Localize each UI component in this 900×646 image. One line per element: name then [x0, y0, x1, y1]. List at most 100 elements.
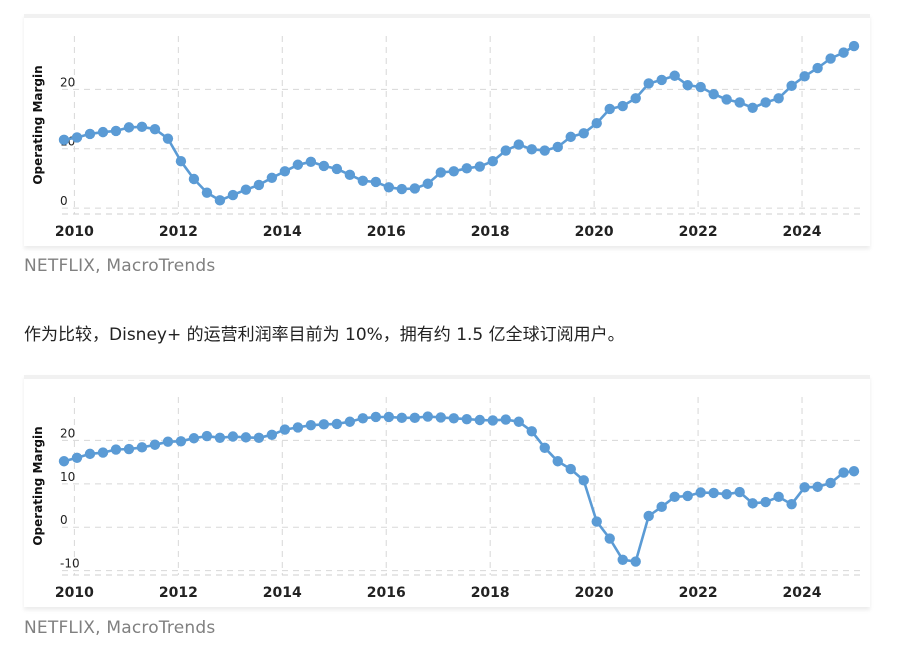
data-point[interactable] [799, 71, 810, 82]
data-point[interactable] [344, 169, 356, 181]
data-point[interactable] [734, 97, 745, 108]
data-point[interactable] [773, 491, 784, 503]
data-point[interactable] [162, 436, 174, 447]
data-point[interactable] [500, 414, 511, 425]
data-point[interactable] [721, 489, 732, 500]
data-point[interactable] [305, 420, 317, 431]
data-point[interactable] [747, 102, 758, 113]
data-point[interactable] [539, 145, 550, 156]
data-point[interactable] [812, 481, 823, 493]
data-point[interactable] [643, 510, 654, 522]
data-point[interactable] [786, 499, 797, 510]
data-point[interactable] [812, 62, 823, 74]
data-point[interactable] [175, 436, 187, 447]
data-point[interactable] [201, 430, 213, 442]
data-point[interactable] [97, 126, 109, 138]
data-point[interactable] [71, 132, 83, 143]
data-point[interactable] [656, 74, 667, 86]
data-point[interactable] [643, 78, 654, 89]
data-point[interactable] [565, 463, 576, 475]
data-point[interactable] [630, 93, 641, 104]
data-point[interactable] [240, 184, 252, 195]
data-point[interactable] [266, 172, 278, 184]
data-point[interactable] [825, 477, 836, 489]
data-point[interactable] [461, 163, 472, 174]
data-point[interactable] [448, 413, 460, 424]
data-point[interactable] [526, 426, 537, 437]
data-point[interactable] [552, 456, 563, 467]
data-point[interactable] [409, 412, 421, 424]
data-point[interactable] [409, 183, 421, 194]
data-point[interactable] [656, 501, 667, 513]
data-point[interactable] [500, 145, 511, 156]
data-point[interactable] [617, 554, 628, 566]
data-point[interactable] [552, 141, 563, 153]
data-point[interactable] [682, 80, 693, 91]
data-point[interactable] [513, 139, 524, 150]
data-point[interactable] [578, 128, 589, 139]
data-point[interactable] [214, 432, 226, 444]
data-point[interactable] [331, 418, 343, 430]
data-point[interactable] [58, 456, 70, 467]
data-point[interactable] [773, 93, 784, 104]
data-point[interactable] [396, 412, 408, 424]
data-point[interactable] [422, 411, 434, 422]
data-point[interactable] [747, 498, 758, 509]
data-point[interactable] [279, 424, 291, 435]
data-point[interactable] [396, 183, 408, 195]
data-point[interactable] [565, 131, 576, 143]
data-point[interactable] [253, 179, 265, 191]
data-point[interactable] [292, 422, 304, 433]
data-point[interactable] [630, 556, 641, 567]
data-point[interactable] [58, 134, 70, 146]
data-point[interactable] [84, 448, 96, 460]
data-point[interactable] [201, 187, 213, 198]
data-point[interactable] [292, 159, 304, 170]
data-point[interactable] [383, 182, 395, 193]
data-point[interactable] [318, 160, 330, 172]
data-point[interactable] [721, 94, 732, 105]
data-point[interactable] [370, 176, 382, 188]
data-point[interactable] [227, 189, 239, 201]
data-point[interactable] [578, 475, 589, 486]
data-point[interactable] [266, 429, 278, 440]
data-point[interactable] [448, 166, 460, 177]
data-point[interactable] [669, 491, 680, 503]
data-point[interactable] [487, 415, 498, 426]
data-point[interactable] [357, 175, 369, 186]
data-point[interactable] [227, 431, 239, 442]
data-point[interactable] [240, 432, 252, 443]
data-point[interactable] [188, 173, 200, 185]
data-point[interactable] [695, 81, 706, 93]
data-point[interactable] [110, 444, 122, 455]
data-point[interactable] [461, 413, 472, 425]
data-point[interactable] [604, 533, 615, 544]
data-point[interactable] [214, 195, 226, 206]
data-point[interactable] [526, 144, 537, 155]
data-point[interactable] [848, 466, 860, 477]
data-point[interactable] [760, 97, 771, 108]
data-point[interactable] [422, 178, 434, 189]
data-point[interactable] [318, 419, 330, 430]
data-point[interactable] [123, 122, 135, 133]
data-point[interactable] [474, 161, 485, 172]
data-point[interactable] [188, 433, 200, 444]
data-point[interactable] [435, 412, 447, 423]
data-point[interactable] [305, 156, 317, 167]
data-point[interactable] [474, 414, 485, 426]
data-point[interactable] [136, 121, 148, 132]
data-point[interactable] [136, 442, 148, 453]
data-point[interactable] [786, 80, 797, 92]
data-point[interactable] [825, 53, 836, 64]
data-point[interactable] [279, 166, 291, 177]
data-point[interactable] [71, 452, 83, 463]
data-point[interactable] [149, 439, 161, 450]
data-point[interactable] [708, 88, 719, 100]
data-point[interactable] [682, 490, 693, 502]
data-point[interactable] [435, 167, 447, 178]
data-point[interactable] [591, 118, 602, 129]
data-point[interactable] [617, 100, 628, 112]
data-point[interactable] [123, 443, 135, 455]
data-point[interactable] [97, 447, 109, 458]
data-point[interactable] [253, 432, 265, 444]
